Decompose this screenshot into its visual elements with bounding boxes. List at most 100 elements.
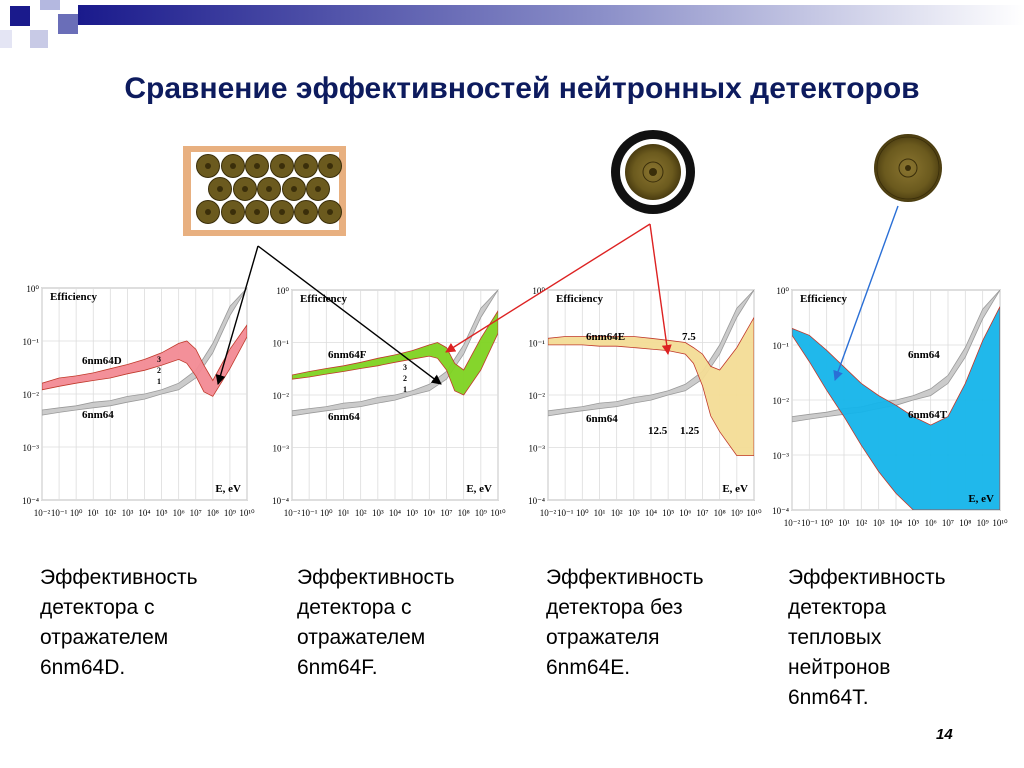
x-tick-label: 10⁵ <box>907 518 919 528</box>
pointer-arrow <box>445 223 651 353</box>
series-label: 6nm64T <box>908 409 948 421</box>
x-tick-label: 10¹⁰ <box>746 508 762 518</box>
chart-title: Efficiency <box>556 293 604 305</box>
annotation-label: 2 <box>403 374 407 383</box>
tube-center-icon <box>279 209 285 215</box>
series-band-6nm64D <box>42 324 247 397</box>
series-band-6nm64 <box>42 288 247 416</box>
caption-line: Эффективность <box>40 566 198 589</box>
x-tick-label: 10⁹ <box>731 508 743 518</box>
series-group <box>42 288 247 416</box>
x-tick-label: 10⁻¹ <box>801 518 818 528</box>
x-tick-label: 10⁶ <box>925 518 937 528</box>
y-tick-label: 10⁻³ <box>773 451 790 461</box>
y-tick-label: 10⁻¹ <box>529 339 546 349</box>
caption-6nm64F: Эффективность детектора с отражателем 6n… <box>297 563 455 683</box>
caption-line: детектора с <box>297 596 412 619</box>
banner-square <box>0 30 12 48</box>
annotation-label: 3 <box>157 355 161 364</box>
x-tick-label: 10¹ <box>338 508 350 518</box>
x-tick-label: 10⁷ <box>190 508 202 518</box>
x-axis-label: E, eV <box>466 483 492 495</box>
caption-line: Эффективность <box>297 566 455 589</box>
x-tick-label: 10³ <box>873 518 885 528</box>
tube-center-icon <box>254 209 260 215</box>
caption-line: Эффективность <box>788 566 946 589</box>
x-axis-label: E, eV <box>215 483 241 495</box>
tube-center-icon <box>217 186 223 192</box>
page-number: 14 <box>936 726 953 743</box>
x-tick-label: 10⁹ <box>224 508 236 518</box>
banner-square <box>58 14 78 34</box>
header-banner <box>0 0 1024 48</box>
caption-line: отражателем <box>297 626 426 649</box>
y-tick-label: 10⁻² <box>529 391 546 401</box>
tube-center-icon <box>327 163 333 169</box>
series-label: 6nm64 <box>328 411 360 423</box>
series-label: 6nm64 <box>82 409 114 421</box>
detector-with-reflector-image <box>611 130 695 214</box>
x-tick-label: 10⁵ <box>406 508 418 518</box>
series-group <box>792 290 1000 510</box>
y-tick-label: 10⁻³ <box>23 443 40 453</box>
tube-center-icon <box>266 186 272 192</box>
tube-center-icon <box>279 163 285 169</box>
banner-square <box>30 30 48 48</box>
annotation-label: 2 <box>157 366 161 375</box>
tube-center-icon <box>205 163 211 169</box>
chart-title: Efficiency <box>50 291 98 303</box>
chart-title: Efficiency <box>800 293 848 305</box>
x-tick-label: 10⁻² <box>34 508 51 518</box>
y-tick-label: 10⁰ <box>26 284 39 294</box>
y-tick-label: 10⁻⁴ <box>772 506 789 516</box>
annotation-label: 12.5 <box>648 425 668 437</box>
x-tick-label: 10⁻¹ <box>51 508 68 518</box>
caption-line: нейтронов <box>788 656 891 679</box>
y-tick-label: 10⁻⁴ <box>272 496 289 506</box>
caption-line: 6nm64T. <box>788 686 869 709</box>
caption-line: Эффективность <box>546 566 704 589</box>
series-band-6nm64E <box>548 316 754 456</box>
x-tick-label: 10⁹ <box>977 518 989 528</box>
caption-6nm64E: Эффективность детектора без отражателя 6… <box>546 563 704 683</box>
pointer-arrow <box>649 223 672 355</box>
tube-center-icon <box>327 209 333 215</box>
annotation-label: 1 <box>403 385 407 394</box>
x-tick-label: 10⁻¹ <box>557 508 574 518</box>
y-tick-label: 10⁻¹ <box>273 339 290 349</box>
annotation-label: 1.25 <box>680 425 700 437</box>
y-tick-label: 10⁰ <box>532 286 545 296</box>
x-tick-label: 10² <box>611 508 623 518</box>
chart-0: 10⁻² 10⁻¹ 10⁰ 10¹ 10² 10³ 10⁴ 10⁵ 10⁶ 10⁷ 10⁸ 10⁹ 10… <box>22 284 255 518</box>
caption-line: отражателем <box>40 626 169 649</box>
x-tick-label: 10⁻² <box>284 508 301 518</box>
x-tick-label: 10⁶ <box>173 508 185 518</box>
y-tick-label: 10⁻¹ <box>773 341 790 351</box>
x-tick-label: 10³ <box>628 508 640 518</box>
caption-line: тепловых <box>788 626 882 649</box>
series-band-6nm64F <box>292 310 498 396</box>
thermal-detector-image <box>874 134 942 202</box>
series-label: 6nm64 <box>908 349 940 361</box>
series-group <box>548 290 754 456</box>
x-tick-label: 10³ <box>372 508 384 518</box>
caption-line: детектора <box>788 596 887 619</box>
x-tick-label: 10⁵ <box>662 508 674 518</box>
x-tick-label: 10¹ <box>838 518 850 528</box>
caption-line: 6nm64E. <box>546 656 631 679</box>
x-tick-label: 10⁸ <box>458 508 470 518</box>
series-label: 6nm64D <box>82 355 122 367</box>
x-tick-label: 10⁻¹ <box>301 508 318 518</box>
banner-square <box>10 6 30 26</box>
series-label: 6nm64E <box>586 331 625 343</box>
tube-center-icon <box>242 186 248 192</box>
caption-line: 6nm64D. <box>40 656 126 679</box>
x-tick-label: 10⁷ <box>440 508 452 518</box>
x-tick-label: 10⁹ <box>475 508 487 518</box>
caption-6nm64D: Эффективность детектора с отражателем 6n… <box>40 563 198 683</box>
x-tick-label: 10² <box>355 508 367 518</box>
series-group <box>292 290 498 417</box>
y-tick-label: 10⁻¹ <box>23 337 40 347</box>
x-tick-label: 10³ <box>122 508 134 518</box>
